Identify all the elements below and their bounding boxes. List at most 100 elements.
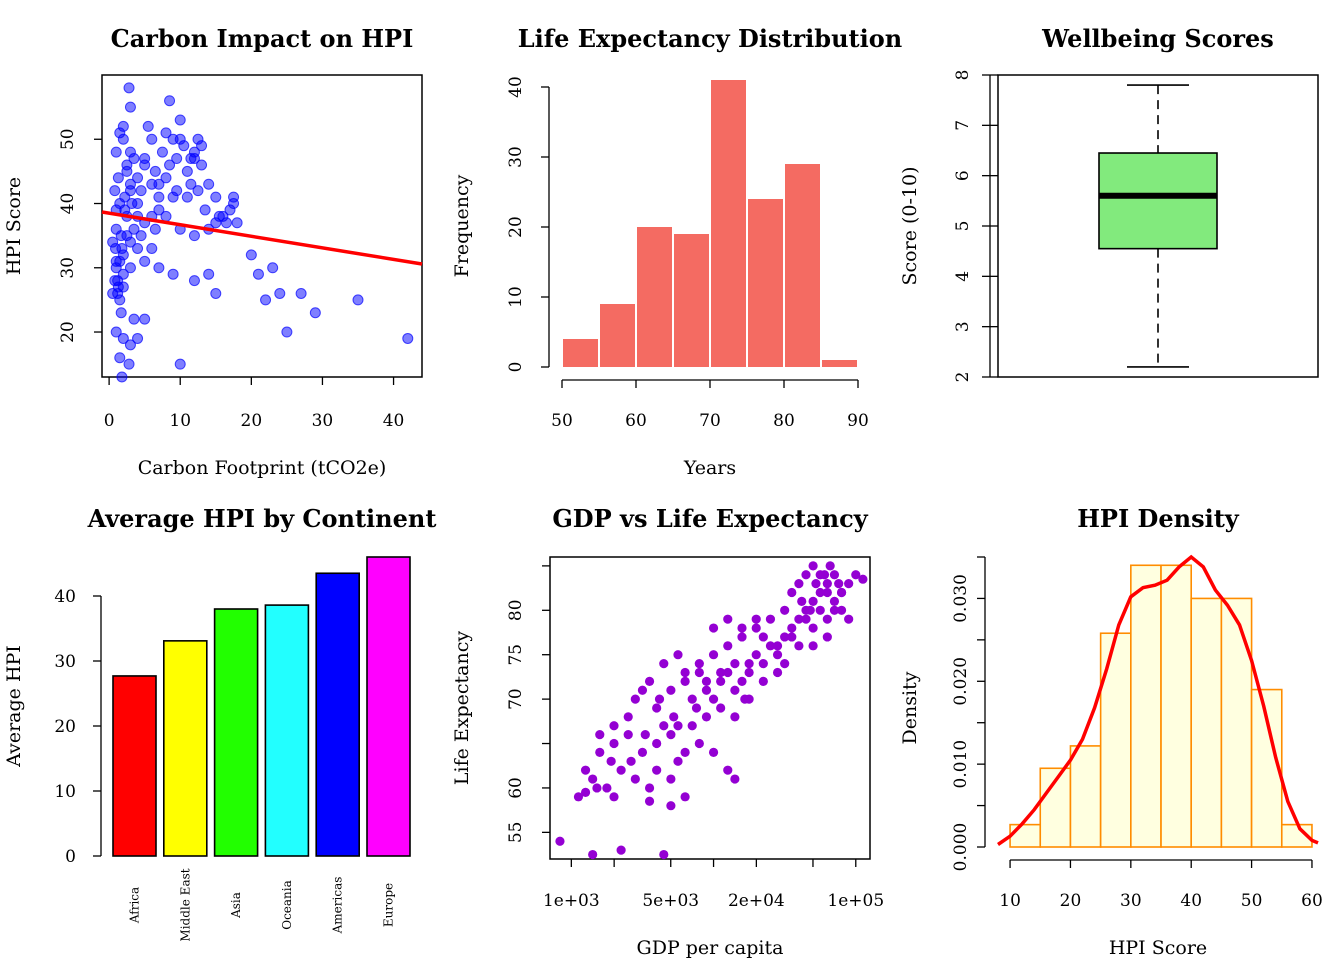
data-point [687,694,697,704]
x-tick-label: 5e+03 [642,891,699,911]
data-point [751,614,761,624]
data-point [274,287,286,299]
plot-frame [101,74,423,378]
histogram-bar [600,304,635,367]
data-point [765,641,776,651]
data-point [822,579,832,589]
x-tick-label: 90 [847,411,869,431]
data-point [199,204,211,216]
y-tick-label: 0.030 [951,574,971,623]
bar [112,675,157,857]
data-point [797,596,807,607]
data-point [119,191,131,203]
data-point [730,774,740,784]
data-point [708,623,719,633]
data-point [174,133,186,145]
histogram-bar [563,339,598,367]
chart-title: Carbon Impact on HPI [111,24,414,53]
data-point [110,326,122,338]
y-tick-label: 40 [58,193,78,215]
data-point [181,165,193,177]
data-point [730,658,740,669]
data-point [630,694,640,704]
histogram-bar [1069,745,1102,848]
data-point [829,570,840,580]
data-point [139,159,151,171]
data-point [825,561,835,571]
data-point [595,730,605,740]
y-axis-label: Score (0-10) [899,167,921,286]
data-point [192,185,204,197]
data-point [164,159,176,171]
data-point [808,596,818,607]
y-tick-label: 80 [506,599,526,621]
chart-title: Average HPI by Continent [87,504,437,533]
data-point [128,313,140,325]
y-tick-label: 0.010 [951,740,971,789]
bar [213,608,259,857]
x-tick-label: 60 [1301,891,1323,911]
panel-gdp-life: GDP vs Life Expectancy 1e+03 5e+03 2e+04 1e… [451,504,884,959]
x-tick-label: 10 [169,411,191,431]
data-point [115,230,127,242]
y-tick-label: 0.020 [951,657,971,706]
y-tick-label: 20 [506,216,526,238]
data-point [112,281,124,293]
data-point [112,172,124,184]
histogram-bar [785,164,820,367]
data-point [822,587,832,598]
data-point [252,268,264,280]
y-tick-label: 0 [506,362,526,373]
data-point [716,676,726,686]
data-point [758,658,768,669]
data-point [171,153,183,165]
data-point [160,172,172,184]
data-point [124,339,136,351]
data-point [121,159,133,171]
data-point [171,185,183,197]
histogram-bar [674,234,709,367]
data-point [836,587,847,598]
data-point [128,153,140,165]
data-point [801,570,811,580]
data-point [623,712,633,722]
histogram-bar [748,199,783,367]
data-point [203,178,215,190]
x-tick-label: 2e+04 [728,891,785,911]
data-point [744,658,754,669]
data-point [740,694,750,704]
data-point [730,712,740,722]
y-axis-label: Frequency [451,174,473,277]
data-point [687,721,697,731]
data-point [135,230,147,242]
data-point [110,242,122,254]
data-point [132,332,144,344]
y-tick-label: 40 [54,587,76,607]
plot-frame [549,556,871,860]
data-point [772,650,783,660]
data-point [573,792,584,802]
data-point [580,787,591,797]
x-tick-label: 80 [773,411,795,431]
data-point [637,747,648,758]
data-point [666,774,676,784]
bar [163,640,208,857]
data-point [352,294,364,306]
y-tick-label: 2 [953,372,973,383]
data-point [808,561,818,571]
data-point [132,242,144,254]
data-point [751,623,761,633]
data-point [654,694,665,704]
data-point [609,792,619,802]
data-point [829,605,840,615]
x-tick-label: 60 [625,411,647,431]
data-point [123,358,135,370]
data-point [811,579,821,589]
data-point [822,614,832,624]
data-point [680,792,690,802]
y-tick-label: 4 [953,271,973,282]
data-point [146,133,158,145]
data-point [267,262,279,274]
histogram-bar [1160,564,1193,848]
